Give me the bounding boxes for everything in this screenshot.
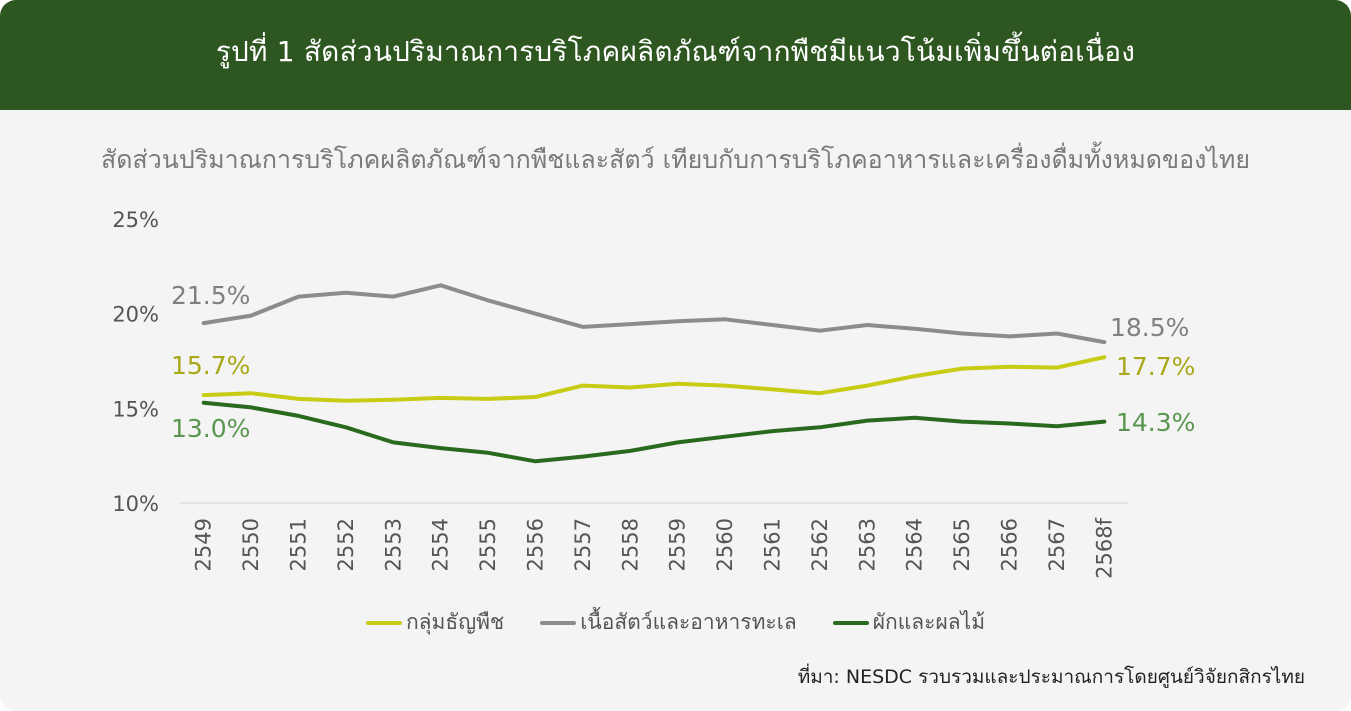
data-label: 21.5% <box>171 281 250 310</box>
data-label: 18.5% <box>1110 313 1189 342</box>
data-label: 17.7% <box>1116 352 1195 381</box>
y-tick-label: 10% <box>112 492 159 516</box>
y-tick-label: 20% <box>112 303 159 327</box>
title-banner: รูปที่ 1 สัดส่วนปริมาณการบริโภคผลิตภัณฑ์… <box>0 0 1351 110</box>
page-title: รูปที่ 1 สัดส่วนปริมาณการบริโภคผลิตภัณฑ์… <box>215 35 1136 68</box>
chart-title: สัดส่วนปริมาณการบริโภคผลิตภัณฑ์จากพืชและ… <box>100 145 1251 174</box>
x-tick-label: 2561 <box>761 518 785 571</box>
x-tick-label: 2560 <box>713 518 737 571</box>
legend-swatch <box>365 620 402 625</box>
x-tick-label: 2563 <box>855 518 879 571</box>
x-tick-label: 2568f <box>1092 517 1116 578</box>
x-tick-label: 2562 <box>808 518 832 571</box>
x-tick-label: 2552 <box>334 518 358 571</box>
legend-swatch <box>540 620 577 625</box>
legend-item: ผักและผลไม้ <box>832 606 986 639</box>
x-tick-label: 2565 <box>950 518 974 571</box>
series-line <box>201 400 1107 464</box>
x-tick-label: 2551 <box>287 518 311 571</box>
legend-label: เนื้อสัตว์และอาหารทะเล <box>580 610 797 634</box>
x-tick-label: 2564 <box>903 518 927 571</box>
x-tick-label: 2567 <box>1045 518 1069 571</box>
legend-label: กลุ่มธัญพืช <box>405 610 505 634</box>
x-tick-label: 2559 <box>666 518 690 571</box>
x-tick-label: 2557 <box>571 518 595 571</box>
data-label: 14.3% <box>1116 408 1195 437</box>
legend-label: ผักและผลไม้ <box>872 610 986 634</box>
x-tick-label: 2553 <box>381 518 405 571</box>
data-label: 13.0% <box>171 414 250 443</box>
legend-item: เนื้อสัตว์และอาหารทะเล <box>540 606 797 639</box>
x-tick-label: 2554 <box>429 518 453 571</box>
x-tick-label: 2556 <box>524 518 548 571</box>
x-tick-label: 2558 <box>618 518 642 571</box>
y-tick-label: 15% <box>112 397 159 421</box>
data-label: 15.7% <box>171 351 250 380</box>
x-tick-label: 2549 <box>192 518 216 571</box>
x-tick-label: 2555 <box>476 518 500 571</box>
y-tick-label: 25% <box>112 208 159 232</box>
x-tick-label: 2566 <box>998 518 1022 571</box>
legend-swatch <box>832 620 869 625</box>
series-line <box>201 355 1107 403</box>
chart-legend: กลุ่มธัญพืช เนื้อสัตว์และอาหารทะเล ผักและผ… <box>0 606 1351 639</box>
series-line <box>201 283 1107 345</box>
source-note: ที่มา: NESDC รวบรวมและประมาณการโดยศูนย์ว… <box>797 666 1305 688</box>
x-tick-label: 2550 <box>239 518 263 571</box>
legend-item: กลุ่มธัญพืช <box>365 606 505 639</box>
